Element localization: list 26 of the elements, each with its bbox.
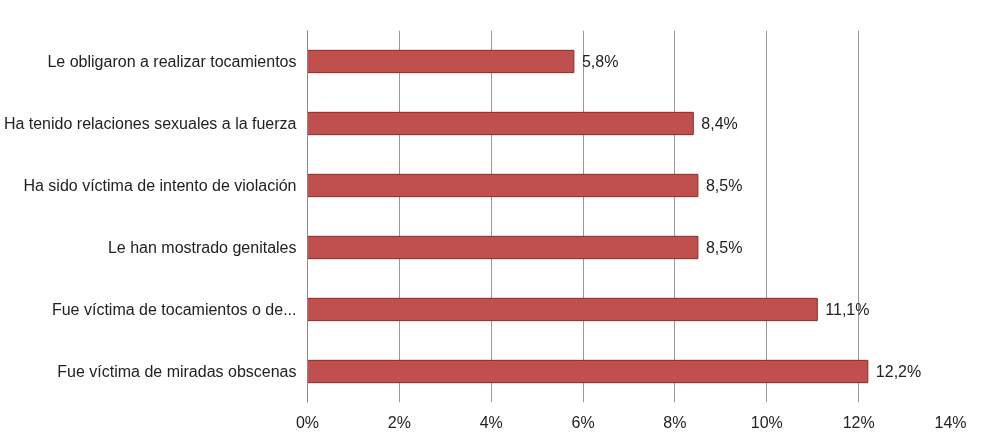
x-tick-label: 12% <box>842 413 875 431</box>
y-tick-label: Ha sido víctima de intento de violación <box>23 177 297 194</box>
bar <box>307 111 694 136</box>
bar <box>307 49 575 74</box>
x-tick-label: 14% <box>934 413 967 431</box>
x-tick-label: 2% <box>387 413 411 431</box>
bar <box>307 173 699 198</box>
x-tick-label: 0% <box>295 413 320 431</box>
y-tick-label: Le obligaron a realizar tocamientos <box>47 53 297 70</box>
x-tick-label: 6% <box>571 413 595 431</box>
x-tick-label: 10% <box>750 413 783 431</box>
y-tick-label: Fue víctima de miradas obscenas <box>57 363 297 380</box>
data-label: 11,1% <box>825 301 870 318</box>
bar <box>307 359 869 384</box>
y-tick-label: Le han mostrado genitales <box>107 239 297 256</box>
y-tick-label: Ha tenido relaciones sexuales a la fuerza <box>3 115 297 132</box>
data-label: 8,5% <box>705 239 743 256</box>
data-label: 5,8% <box>581 53 619 70</box>
x-tick-label: 4% <box>479 413 503 431</box>
data-label: 8,5% <box>705 177 743 194</box>
data-label: 12,2% <box>875 363 922 380</box>
bar <box>307 235 699 260</box>
y-tick-label: Fue víctima de tocamientos o de... <box>51 301 297 318</box>
data-label: 8,4% <box>701 115 738 132</box>
x-tick-label: 8% <box>663 413 687 431</box>
bar <box>307 297 818 322</box>
